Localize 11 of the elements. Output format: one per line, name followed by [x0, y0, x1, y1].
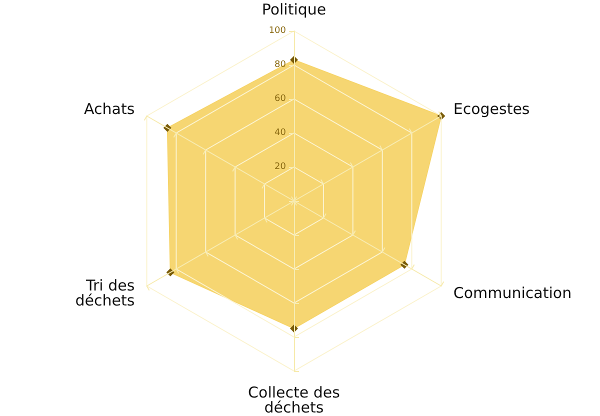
spoke-label: Communication: [453, 284, 572, 302]
spoke-label: Achats: [84, 100, 135, 118]
spoke-label: Ecogestes: [453, 100, 530, 118]
spoke-label: Politique: [262, 0, 326, 18]
y-tick-label: 60: [274, 94, 286, 104]
y-tick-label: 40: [274, 128, 286, 138]
y-tick-label: 20: [274, 162, 286, 172]
spoke-label: Tri des déchets: [75, 276, 135, 310]
y-tick-label: 80: [274, 60, 286, 70]
spoke-label: Collecte des déchets: [248, 384, 340, 416]
y-tick-label: 100: [268, 26, 286, 36]
